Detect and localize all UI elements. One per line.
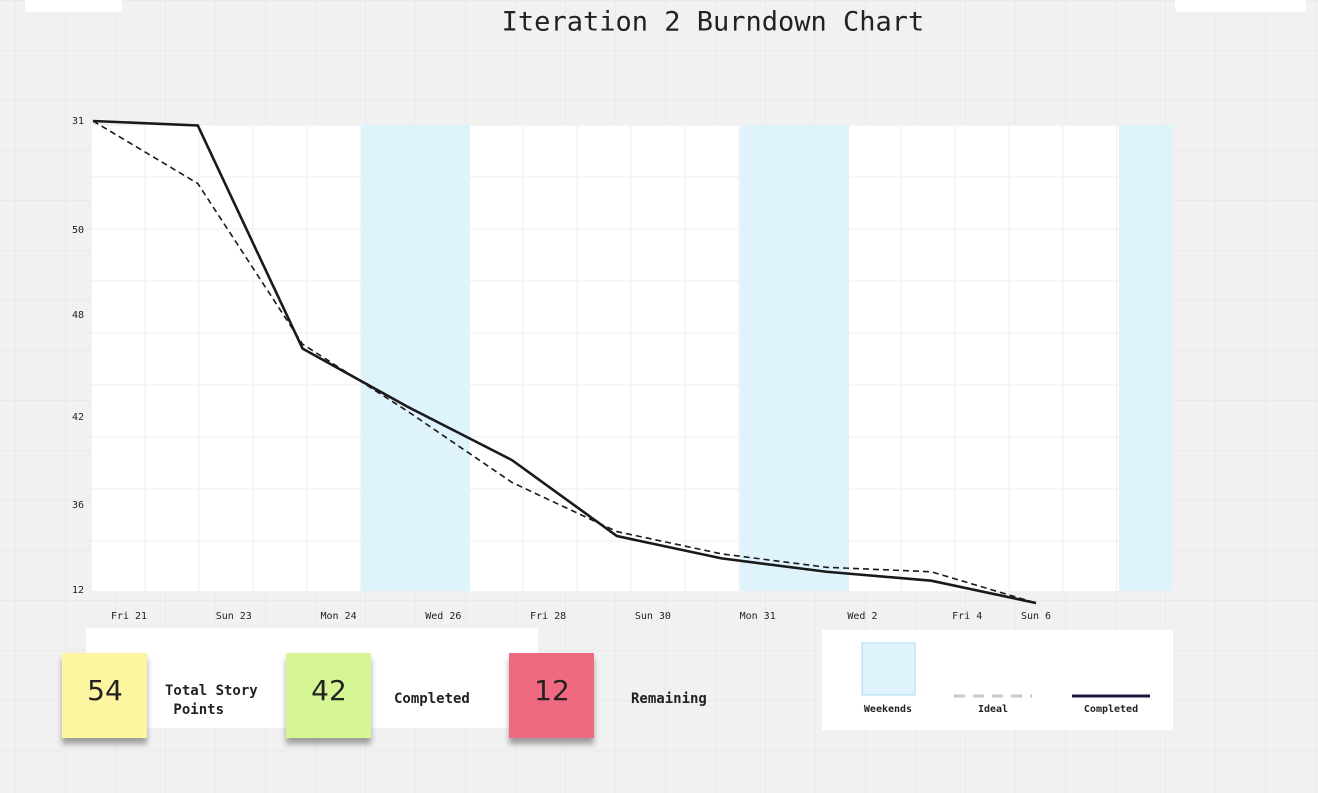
- sticky-caption: Remaining: [631, 691, 707, 707]
- x-tick-label: Sun 6: [1021, 611, 1051, 622]
- legend-label: Completed: [1084, 704, 1138, 715]
- x-tick-label: Mon 24: [320, 611, 356, 622]
- x-tick-label: Sun 23: [216, 611, 252, 622]
- x-tick-label: Fri 21: [111, 611, 147, 622]
- series-line: [92, 120, 1037, 604]
- y-tick-label: 36: [72, 500, 84, 511]
- y-tick-label: 48: [72, 310, 84, 321]
- sticky-value: 54: [87, 674, 123, 707]
- legend-swatch: [861, 642, 916, 696]
- legend-label: Weekends: [864, 704, 912, 715]
- series-line: [92, 119, 1037, 605]
- weekend-bands: [361, 125, 1173, 591]
- sticky-note: [286, 653, 371, 738]
- sticky-note: [62, 653, 147, 738]
- y-tick-label: 31: [72, 116, 84, 127]
- plot-area: [91, 125, 1173, 591]
- y-tick-label: 12: [72, 585, 84, 596]
- legend-label: Ideal: [978, 704, 1008, 715]
- x-tick-label: Fri 28: [530, 611, 566, 622]
- weekend-band: [361, 125, 470, 591]
- sticky-value: 42: [311, 674, 347, 707]
- x-tick-label: Mon 31: [740, 611, 776, 622]
- chart-layer: 31 50 48 42 36 12 Fri 21 Sun 23 Mon 24 Wed 26 Fri …: [62, 116, 1150, 738]
- chart-title: Iteration 2 Burndown Chart: [502, 7, 925, 38]
- y-tick-label: 42: [72, 412, 84, 423]
- toolbar[interactable]: [1175, 0, 1306, 12]
- x-tick-label: Sun 30: [635, 611, 671, 622]
- sticky-value: 12: [534, 674, 570, 707]
- toolbar[interactable]: [25, 0, 122, 12]
- weekend-band: [740, 125, 849, 591]
- x-tick-label: Wed 26: [425, 611, 461, 622]
- sticky-note: [509, 653, 594, 738]
- sticky-caption: Completed: [394, 691, 470, 707]
- sticky-caption: Total Story Points: [165, 683, 258, 718]
- x-tick-label: Fri 4: [952, 611, 982, 622]
- x-tick-label: Wed 2: [847, 611, 877, 622]
- y-tick-label: 50: [72, 225, 84, 236]
- weekend-band: [1119, 125, 1173, 591]
